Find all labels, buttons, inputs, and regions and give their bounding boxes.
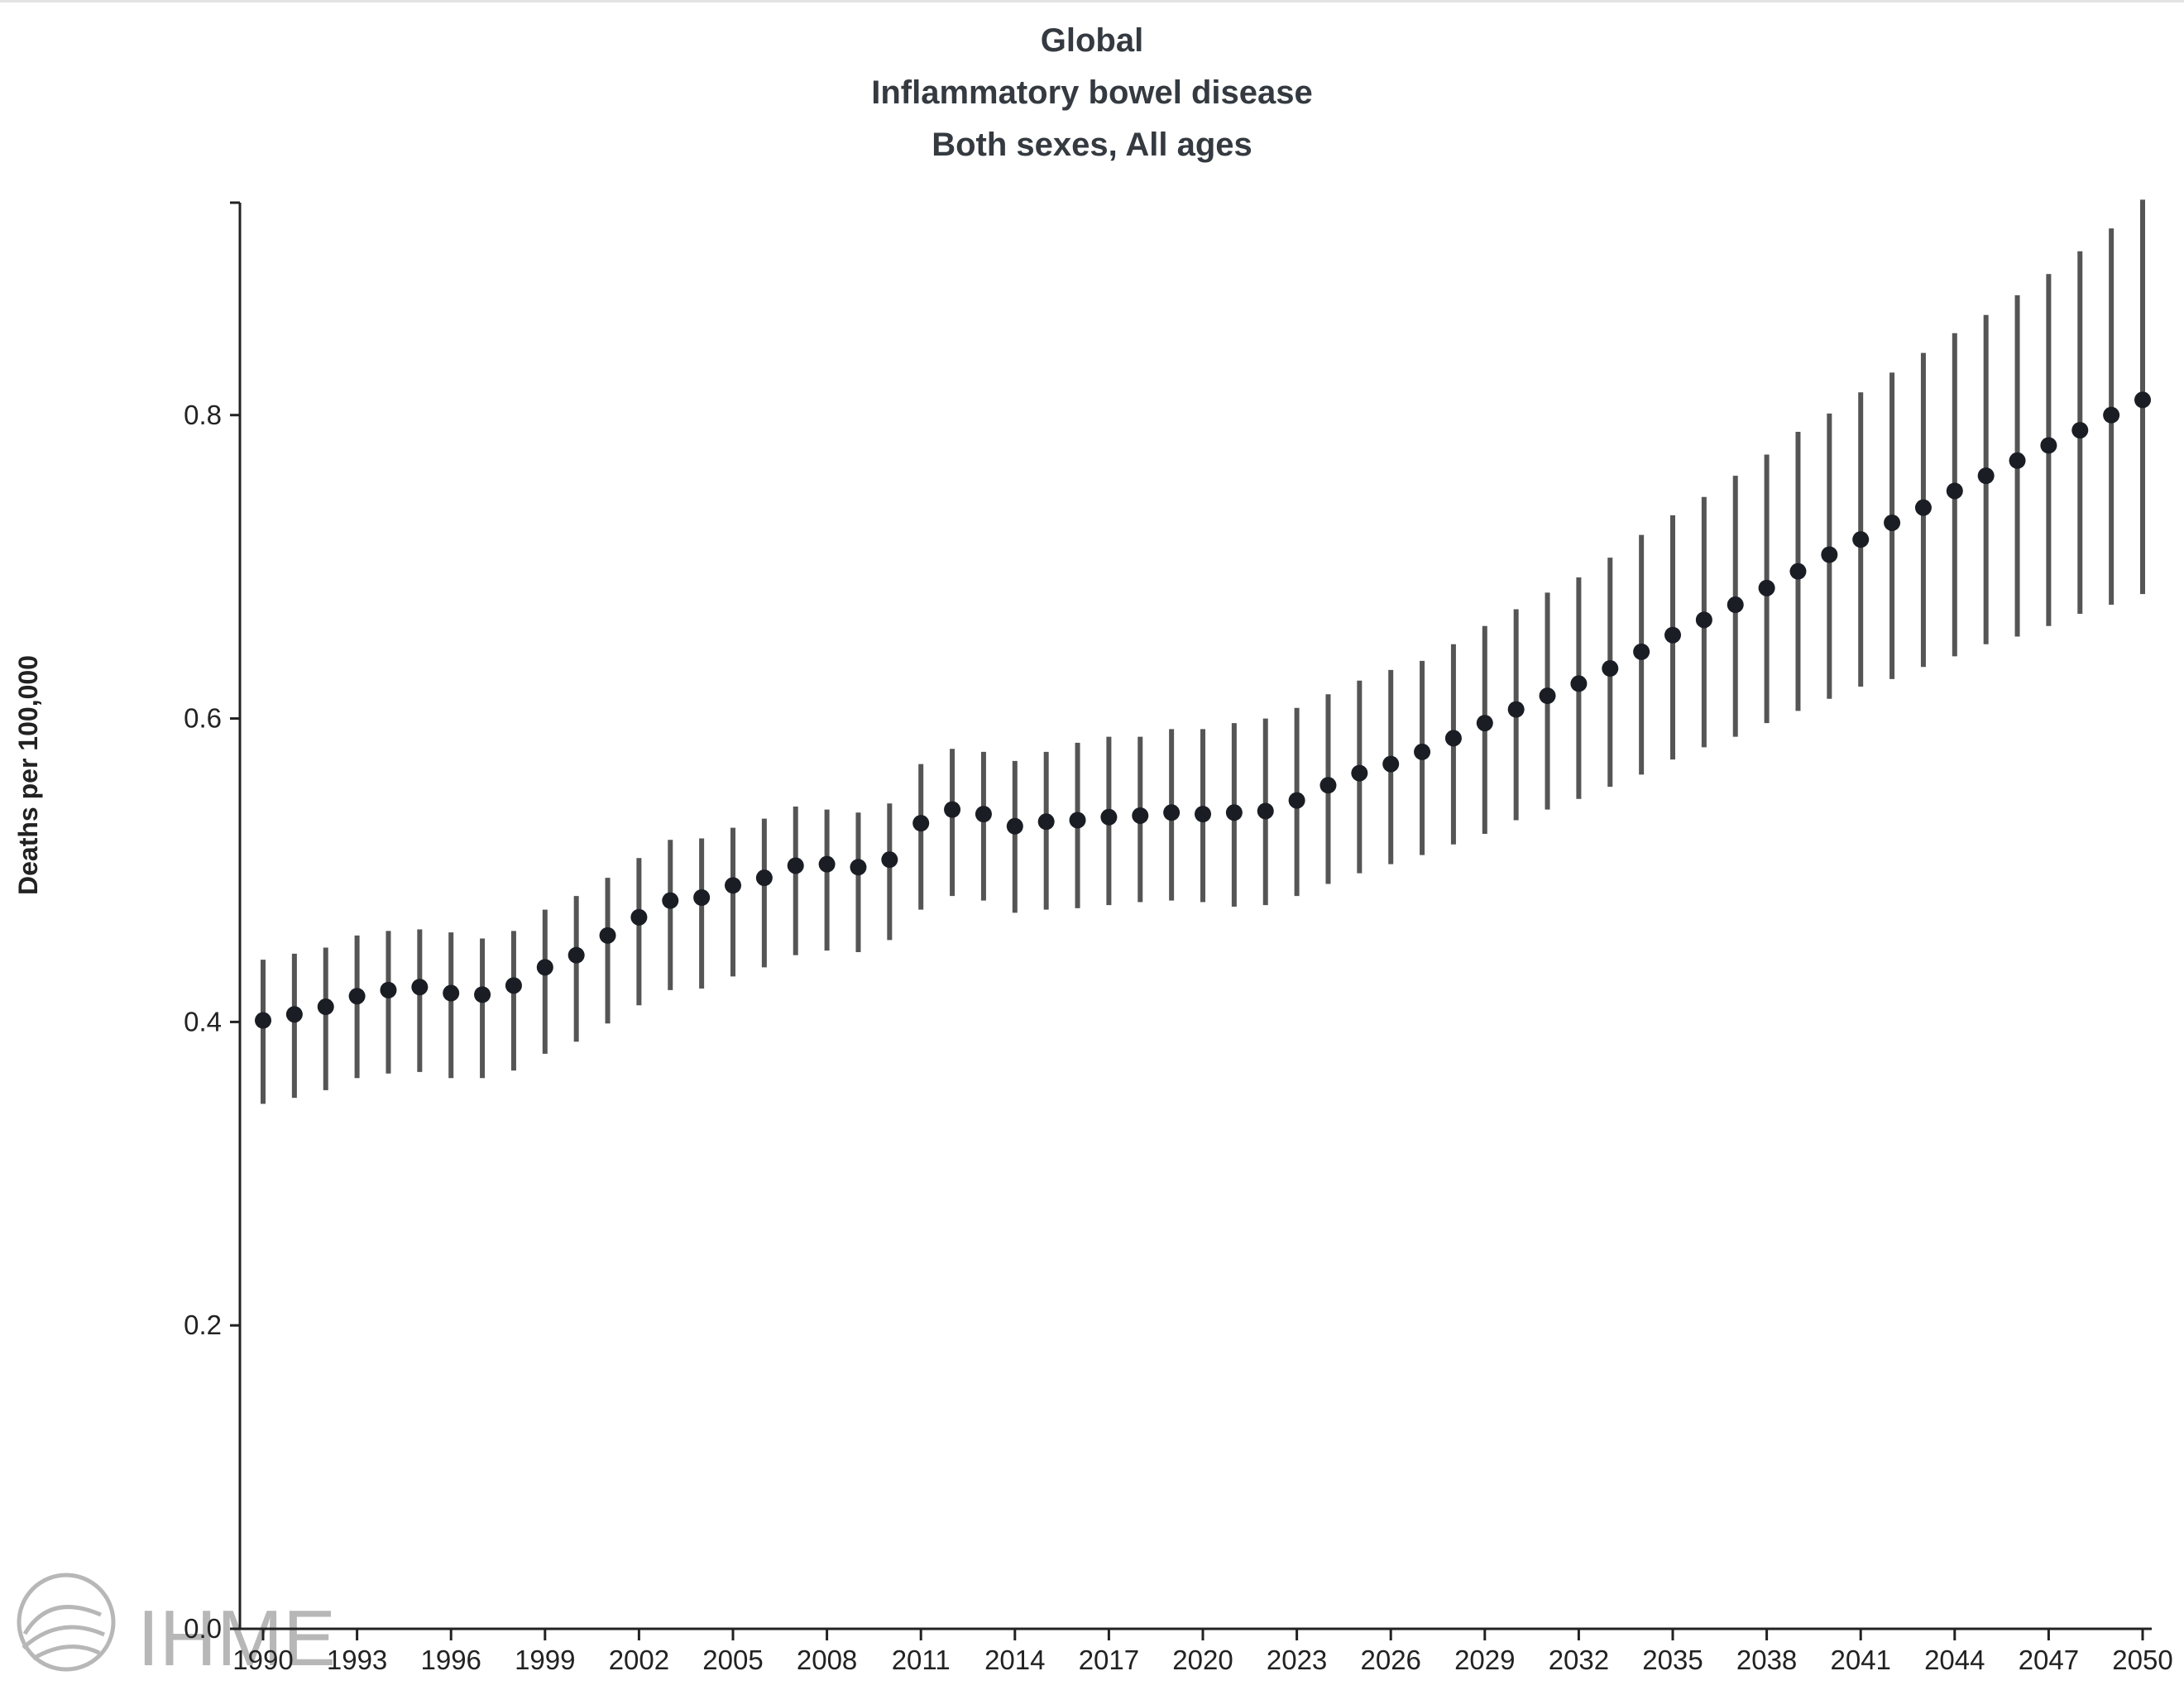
data-point [818,855,836,873]
data-point [693,888,711,906]
data-point [1914,499,1932,516]
data-point [1789,563,1807,580]
data-point [1977,467,1995,485]
data-point [1351,764,1368,782]
data-point [536,959,553,976]
data-point [1539,687,1556,705]
data-point [630,908,648,926]
data-point [2040,437,2057,454]
data-point [1507,701,1525,718]
title-line-demographic: Both sexes, All ages [932,127,1252,163]
data-point [1570,675,1588,692]
data-point [380,981,397,998]
data-point [944,801,961,818]
data-point [1695,611,1712,629]
y-tick-label: 0.4 [184,1006,222,1037]
data-point [2103,406,2120,424]
data-point [1320,777,1337,794]
data-point [285,1006,303,1023]
data-point [1225,804,1243,821]
data-point [787,857,804,874]
data-point [1946,482,1963,500]
x-tick-label: 2011 [892,1645,951,1675]
chart-title: Global Inflammatory bowel disease Both s… [0,15,2184,171]
x-tick-label: 2050 [2112,1645,2172,1675]
x-tick-label: 2035 [1642,1645,1703,1675]
ihme-logo: IHME [17,1573,336,1683]
data-point [1100,808,1118,826]
y-tick-label: 0.8 [184,400,222,430]
data-point [1069,812,1086,829]
data-point [317,998,334,1016]
data-point [1006,817,1023,835]
data-point [1758,579,1775,596]
y-tick-label: 0.2 [184,1310,222,1340]
x-tick-label: 1996 [420,1645,481,1675]
data-point [1664,626,1681,644]
x-tick-label: 2044 [1924,1645,1985,1675]
x-tick-label: 2026 [1360,1645,1420,1675]
ihme-logo-text: IHME [137,1594,336,1683]
x-tick-label: 2038 [1736,1645,1797,1675]
title-line-location: Global [1040,22,1144,59]
x-tick-label: 2032 [1549,1645,1609,1675]
x-tick-label: 1993 [327,1645,387,1675]
data-point [850,859,867,876]
data-point [1727,596,1744,614]
x-tick-label: 2017 [1079,1645,1139,1675]
data-point [1852,531,1870,548]
data-point [2071,422,2089,439]
data-point [2134,391,2151,409]
data-point [348,988,366,1005]
data-point [505,977,522,994]
data-point [1476,715,1493,732]
data-point [662,892,679,909]
data-point [1884,514,1901,531]
x-tick-label: 2023 [1267,1645,1327,1675]
data-point [1414,743,1431,760]
x-tick-label: 1999 [515,1645,575,1675]
data-marks [255,199,2151,1104]
x-tick-label: 2020 [1172,1645,1233,1675]
data-point [599,927,616,944]
data-point [1821,546,1838,563]
data-point [1382,755,1400,773]
top-divider [0,0,2184,2]
data-point [1163,804,1181,821]
data-point [1257,802,1274,820]
data-point [725,877,741,894]
data-point [411,979,429,996]
data-point [1195,806,1211,823]
x-tick-label: 2002 [609,1645,669,1675]
data-point [255,1012,271,1029]
y-axis-label: Deaths per 100,000 [13,655,43,895]
x-tick-label: 1990 [232,1645,293,1675]
x-tick-label: 2014 [984,1645,1045,1675]
x-tick-label: 2047 [2019,1645,2079,1675]
data-point [1132,807,1149,824]
data-point [474,986,491,1003]
data-point [912,815,930,832]
data-point [1633,643,1650,660]
y-tick-label: 0.0 [184,1613,222,1644]
title-line-cause: Inflammatory bowel disease [871,74,1313,111]
data-point [443,984,460,1002]
x-tick-label: 2041 [1830,1645,1890,1675]
x-tick-label: 2029 [1454,1645,1515,1675]
data-point [568,946,585,964]
x-tick-label: 2008 [797,1645,857,1675]
data-point [1444,730,1462,747]
x-tick-label: 2005 [702,1645,763,1675]
data-point [1288,792,1305,809]
y-tick-label: 0.6 [184,703,222,734]
data-point [1037,813,1055,831]
ihme-globe-icon [17,1573,116,1672]
data-point [755,869,773,887]
axes: 0.0 0.2 0.4 0.6 0.8 1990 1993 1996 1999 2002 2005 2… [13,201,2173,1675]
data-point [881,851,898,869]
data-point [2009,452,2026,469]
data-point [975,806,992,823]
data-point [1602,660,1619,678]
